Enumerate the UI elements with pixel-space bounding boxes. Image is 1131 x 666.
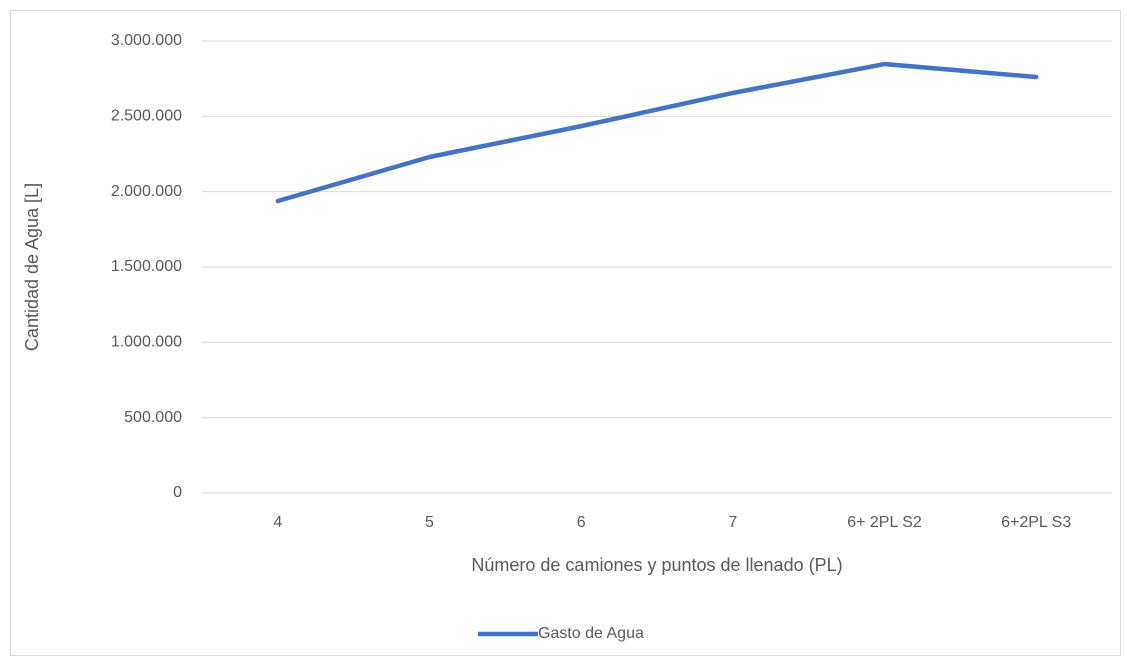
chart-border (10, 10, 1121, 656)
y-tick-label: 0 (173, 484, 182, 501)
x-tick-label: 7 (728, 514, 737, 531)
legend-label: Gasto de Agua (538, 625, 644, 642)
x-tick-label: 4 (273, 514, 282, 531)
y-tick-label: 3.000.000 (111, 32, 182, 49)
y-tick-label: 1.000.000 (111, 334, 182, 351)
y-tick-label: 1.500.000 (111, 258, 182, 275)
x-tick-label: 6+2PL S3 (1001, 514, 1071, 531)
y-tick-label: 2.500.000 (111, 108, 182, 125)
x-tick-label: 6 (577, 514, 586, 531)
y-tick-label: 500.000 (124, 409, 182, 426)
x-tick-label: 6+ 2PL S2 (847, 514, 922, 531)
data-line (275, 61, 1039, 204)
x-axis-title: Número de camiones y puntos de llenado (… (471, 555, 842, 575)
x-tick-label: 5 (425, 514, 434, 531)
y-axis-title: Cantidad de Agua [L] (22, 183, 42, 351)
y-tick-label: 2.000.000 (111, 183, 182, 200)
